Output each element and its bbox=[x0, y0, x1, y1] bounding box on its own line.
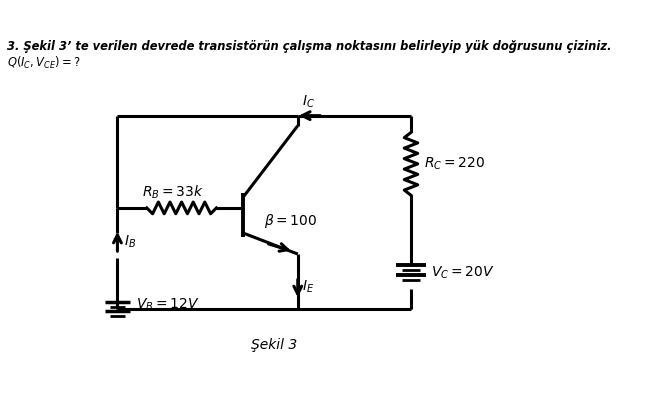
Text: $I_B$: $I_B$ bbox=[124, 233, 136, 250]
Text: $I_C$: $I_C$ bbox=[302, 93, 315, 110]
Text: $V_B=12V$: $V_B=12V$ bbox=[136, 297, 199, 313]
Text: $I_E$: $I_E$ bbox=[302, 278, 314, 294]
Text: $\beta=100$: $\beta=100$ bbox=[264, 212, 318, 230]
Text: Şekil 3: Şekil 3 bbox=[251, 338, 298, 352]
Text: 3. Şekil 3’ te verilen devrede transistörün çalışma noktasını belirleyip yük doğ: 3. Şekil 3’ te verilen devrede transistö… bbox=[7, 40, 611, 53]
Text: $R_C=220$: $R_C=220$ bbox=[424, 155, 486, 172]
Text: $V_C=20V$: $V_C=20V$ bbox=[431, 264, 495, 281]
Text: $Q(I_C, V_{CE})=?$: $Q(I_C, V_{CE})=?$ bbox=[7, 55, 80, 71]
Text: $R_B=33k$: $R_B=33k$ bbox=[142, 183, 204, 201]
